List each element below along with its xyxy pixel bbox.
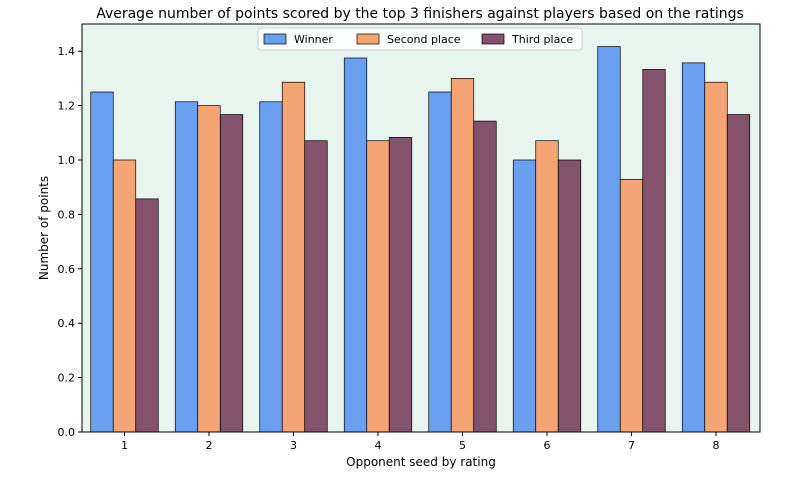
bar-second-place-2 bbox=[197, 105, 221, 433]
legend-label-third-place: Third place bbox=[511, 33, 573, 46]
legend-label-second-place: Second place bbox=[387, 33, 461, 46]
bar-winner-2 bbox=[174, 101, 199, 433]
y-tick-label: 0.6 bbox=[58, 263, 76, 276]
legend-swatch-third-place bbox=[481, 33, 505, 45]
bar-third-place-6 bbox=[557, 159, 582, 433]
bar-third-place-8 bbox=[726, 114, 751, 433]
x-tick-label: 4 bbox=[375, 439, 382, 452]
bar-winner-6 bbox=[512, 159, 537, 433]
bar-second-place-3 bbox=[281, 81, 306, 433]
x-tick-label: 7 bbox=[628, 439, 635, 452]
legend-swatch-second-place bbox=[356, 33, 380, 45]
bar-winner-4 bbox=[343, 57, 368, 433]
bar-third-place-5 bbox=[473, 120, 497, 433]
x-axis-label: Opponent seed by rating bbox=[346, 455, 496, 469]
bar-third-place-7 bbox=[642, 69, 666, 433]
bar-second-place-4 bbox=[366, 140, 390, 433]
bar-third-place-1 bbox=[135, 198, 159, 433]
bar-winner-7 bbox=[597, 46, 621, 433]
bar-third-place-3 bbox=[304, 140, 328, 433]
x-tick-label: 6 bbox=[544, 439, 551, 452]
bar-third-place-2 bbox=[219, 114, 244, 433]
bar-second-place-6 bbox=[535, 140, 559, 433]
legend-label-winner: Winner bbox=[294, 33, 333, 46]
bar-second-place-5 bbox=[450, 78, 475, 433]
legend-box bbox=[257, 27, 583, 51]
x-axis: 1 2 3 4 5 6 7 8 bbox=[121, 432, 720, 452]
bar-winner-3 bbox=[259, 101, 283, 433]
y-tick-label: 0.8 bbox=[58, 208, 76, 221]
x-tick-label: 8 bbox=[713, 439, 720, 452]
y-tick-label: 0.4 bbox=[58, 317, 76, 330]
bar-third-place-4 bbox=[388, 137, 413, 433]
bar-winner-1 bbox=[90, 91, 114, 433]
bar-winner-8 bbox=[681, 62, 706, 433]
plot-frame bbox=[81, 23, 761, 433]
x-tick-label: 5 bbox=[459, 439, 466, 452]
bar-second-place-1 bbox=[112, 159, 137, 433]
y-tick-label: 1.4 bbox=[58, 45, 76, 58]
y-axis: 0.0 0.2 0.4 0.6 0.8 1.0 1.2 1.4 bbox=[58, 45, 82, 439]
chart-title: Average number of points scored by the t… bbox=[96, 6, 744, 22]
y-tick-label: 1.0 bbox=[58, 154, 76, 167]
y-tick-label: 1.2 bbox=[58, 100, 76, 113]
x-tick-label: 1 bbox=[121, 439, 128, 452]
y-axis-label: Number of points bbox=[37, 176, 51, 280]
x-tick-label: 2 bbox=[206, 439, 213, 452]
bar-second-place-8 bbox=[704, 81, 728, 433]
bar-second-place-7 bbox=[619, 178, 644, 433]
legend: Winner Second place Third place bbox=[257, 27, 583, 51]
legend-swatch-winner bbox=[263, 33, 287, 45]
y-tick-label: 0.0 bbox=[58, 426, 76, 439]
bar-winner-5 bbox=[428, 91, 452, 433]
y-tick-label: 0.2 bbox=[58, 372, 76, 385]
x-tick-label: 3 bbox=[290, 439, 297, 452]
